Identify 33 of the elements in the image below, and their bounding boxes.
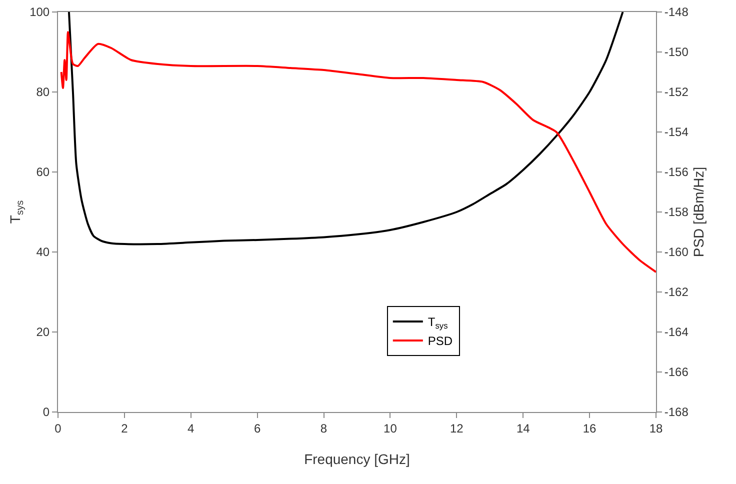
x-tick-label: 4 bbox=[188, 421, 195, 436]
y2-tick-label: -150 bbox=[664, 45, 689, 60]
x-tick-label: 14 bbox=[516, 421, 530, 436]
y2-tick-label: -160 bbox=[664, 245, 689, 260]
y-tick-label: 20 bbox=[36, 325, 50, 340]
legend-label: PSD bbox=[428, 334, 453, 348]
x-axis-title: Frequency [GHz] bbox=[304, 451, 410, 467]
y2-tick-label: -166 bbox=[664, 365, 689, 380]
x-tick-label: 2 bbox=[121, 421, 128, 436]
y2-tick-label: -168 bbox=[664, 405, 689, 420]
y2-axis-title: PSD [dBm/Hz] bbox=[690, 166, 707, 258]
legend-label: T$_{sys}$ bbox=[428, 315, 448, 331]
y2-tick-label: -154 bbox=[664, 125, 689, 140]
x-tick-label: 18 bbox=[649, 421, 663, 436]
line-series bbox=[68, 12, 624, 246]
x-tick-label: 16 bbox=[582, 421, 597, 436]
line-series bbox=[60, 31, 656, 273]
y2-tick-label: -148 bbox=[664, 5, 689, 20]
y-tick-label: 80 bbox=[36, 85, 50, 100]
y2-tick-label: -156 bbox=[664, 165, 689, 180]
y-tick-label: 40 bbox=[36, 245, 50, 260]
x-tick-label: 0 bbox=[54, 421, 62, 436]
y2-tick-label: -164 bbox=[664, 325, 689, 340]
x-tick-label: 6 bbox=[254, 421, 261, 436]
x-tick-label: 10 bbox=[384, 421, 398, 436]
x-tick-label: 12 bbox=[450, 421, 464, 436]
y2-tick-label: -152 bbox=[664, 85, 689, 100]
x-tick-label: 8 bbox=[320, 421, 328, 436]
y-tick-label: 60 bbox=[36, 165, 50, 180]
y-tick-label: 100 bbox=[30, 5, 50, 20]
y2-tick-label: -162 bbox=[664, 285, 689, 300]
y-tick-label: 0 bbox=[42, 405, 50, 420]
y2-tick-label: -158 bbox=[664, 205, 689, 220]
